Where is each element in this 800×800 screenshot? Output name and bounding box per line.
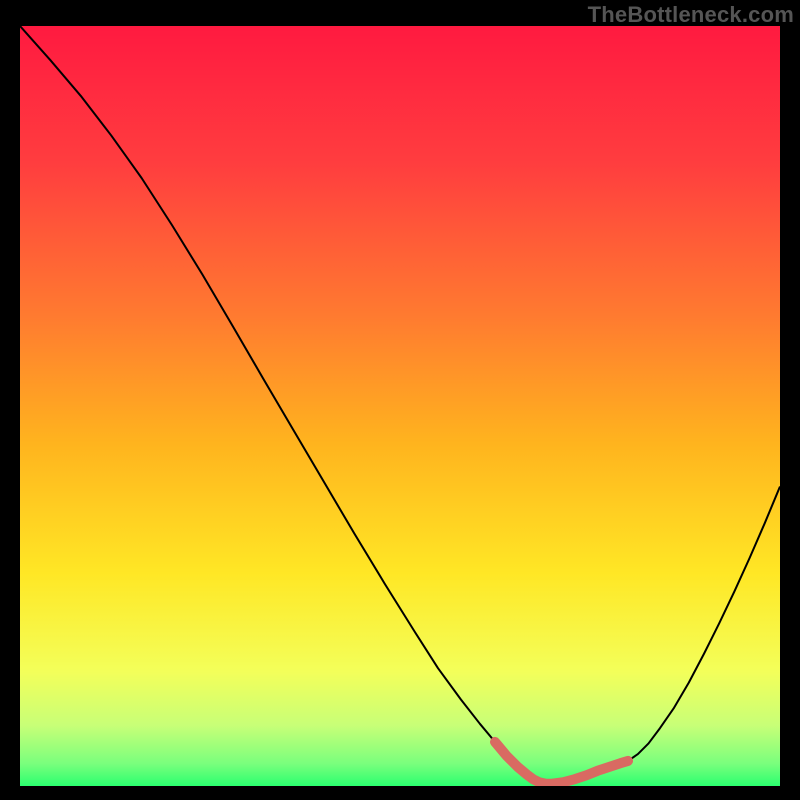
- marker-dot: [491, 737, 500, 746]
- gradient-background: [20, 26, 780, 786]
- plot-frame: [20, 26, 780, 786]
- plot-svg: [20, 26, 780, 786]
- marker-dot: [624, 756, 633, 765]
- chart-stage: TheBottleneck.com: [0, 0, 800, 800]
- watermark-text: TheBottleneck.com: [588, 2, 794, 28]
